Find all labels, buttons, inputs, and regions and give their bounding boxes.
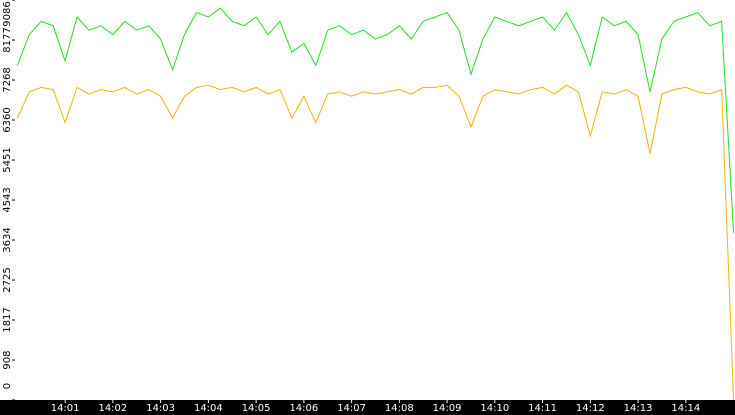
x-axis-band <box>0 400 735 415</box>
x-tick-label: 14:01 <box>51 403 80 414</box>
x-tick-label: 14:02 <box>98 403 127 414</box>
y-tick-label: 8177 <box>2 27 13 52</box>
y-tick-label: 1817 <box>2 307 13 332</box>
y-tick-label: 6360 <box>2 107 13 132</box>
x-tick-label: 14:11 <box>528 403 557 414</box>
y-tick-label: 7268 <box>2 67 13 92</box>
x-tick-label: 14:10 <box>480 403 509 414</box>
y-tick-label: 5451 <box>2 147 13 172</box>
x-tick-label: 14:05 <box>242 403 271 414</box>
x-tick-label: 14:03 <box>146 403 175 414</box>
y-tick-label: 9086 <box>2 1 13 26</box>
x-tick-label: 14:14 <box>671 403 700 414</box>
x-tick-label: 14:09 <box>433 403 462 414</box>
y-tick-label: 908 <box>2 350 13 369</box>
y-tick-label: 2725 <box>2 267 13 292</box>
y-tick-label: 4543 <box>2 187 13 212</box>
x-tick-label: 14:12 <box>576 403 605 414</box>
x-tick-label: 14:08 <box>385 403 414 414</box>
x-tick-label: 14:06 <box>289 403 318 414</box>
x-tick-label: 14:13 <box>624 403 653 414</box>
series-line <box>16 84 735 401</box>
x-tick-label: 14:07 <box>337 403 366 414</box>
y-tick-label: 0 <box>2 383 13 389</box>
y-tick-label: 3634 <box>2 227 13 252</box>
series-line <box>16 7 735 233</box>
x-tick-label: 14:04 <box>194 403 223 414</box>
